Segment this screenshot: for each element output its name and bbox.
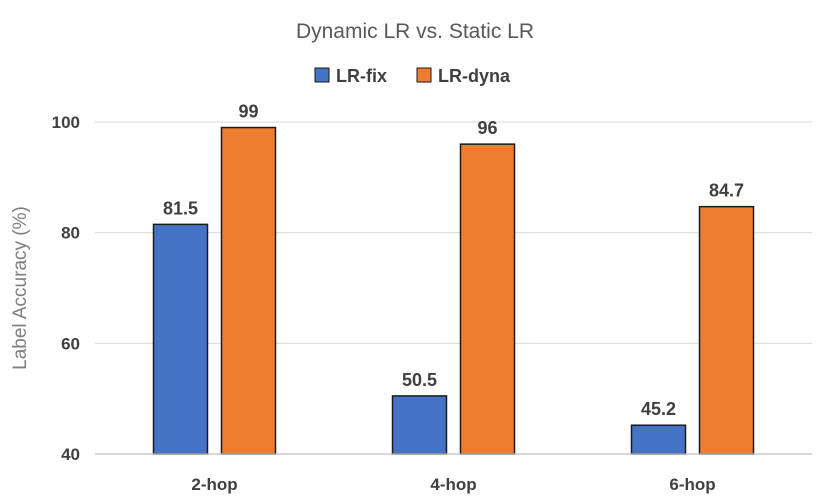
bar-lr-dyna-2-hop [220,126,277,455]
legend-label-lr-dyna: LR-dyna [438,66,511,86]
y-tick-label: 40 [61,445,80,464]
data-label: 50.5 [402,370,437,390]
y-tick-label: 60 [61,334,80,353]
bars [152,126,755,455]
data-labels: 81.5 50.5 45.2 99 96 84.7 [163,102,744,420]
x-tick-labels: 2-hop 4-hop 6-hop [191,475,715,494]
data-label: 99 [238,102,258,122]
data-label: 96 [477,118,497,138]
legend-swatch-lr-fix [314,67,330,83]
bar-lr-fix-4-hop [391,395,448,455]
y-axis-label: Label Accuracy (%) [10,206,31,370]
chart-title: Dynamic LR vs. Static LR [296,20,534,43]
data-label: 81.5 [163,198,198,218]
x-tick-label: 2-hop [191,475,237,494]
x-tick-label: 6-hop [669,475,715,494]
bar-lr-fix-2-hop [152,223,209,455]
y-tick-labels: 40 60 80 100 [52,113,80,464]
bar-lr-dyna-6-hop [698,205,755,455]
legend-swatch-lr-dyna [416,67,432,83]
data-label: 45.2 [641,399,676,419]
gridlines [95,121,812,344]
legend-label-lr-fix: LR-fix [336,66,387,86]
bar-lr-fix-6-hop [630,424,687,455]
legend: LR-fix LR-dyna [314,66,511,86]
bar-lr-dyna-4-hop [459,143,516,455]
y-tick-label: 100 [52,113,80,132]
x-tick-label: 4-hop [430,475,476,494]
data-label: 84.7 [709,181,744,201]
y-tick-label: 80 [61,224,80,243]
